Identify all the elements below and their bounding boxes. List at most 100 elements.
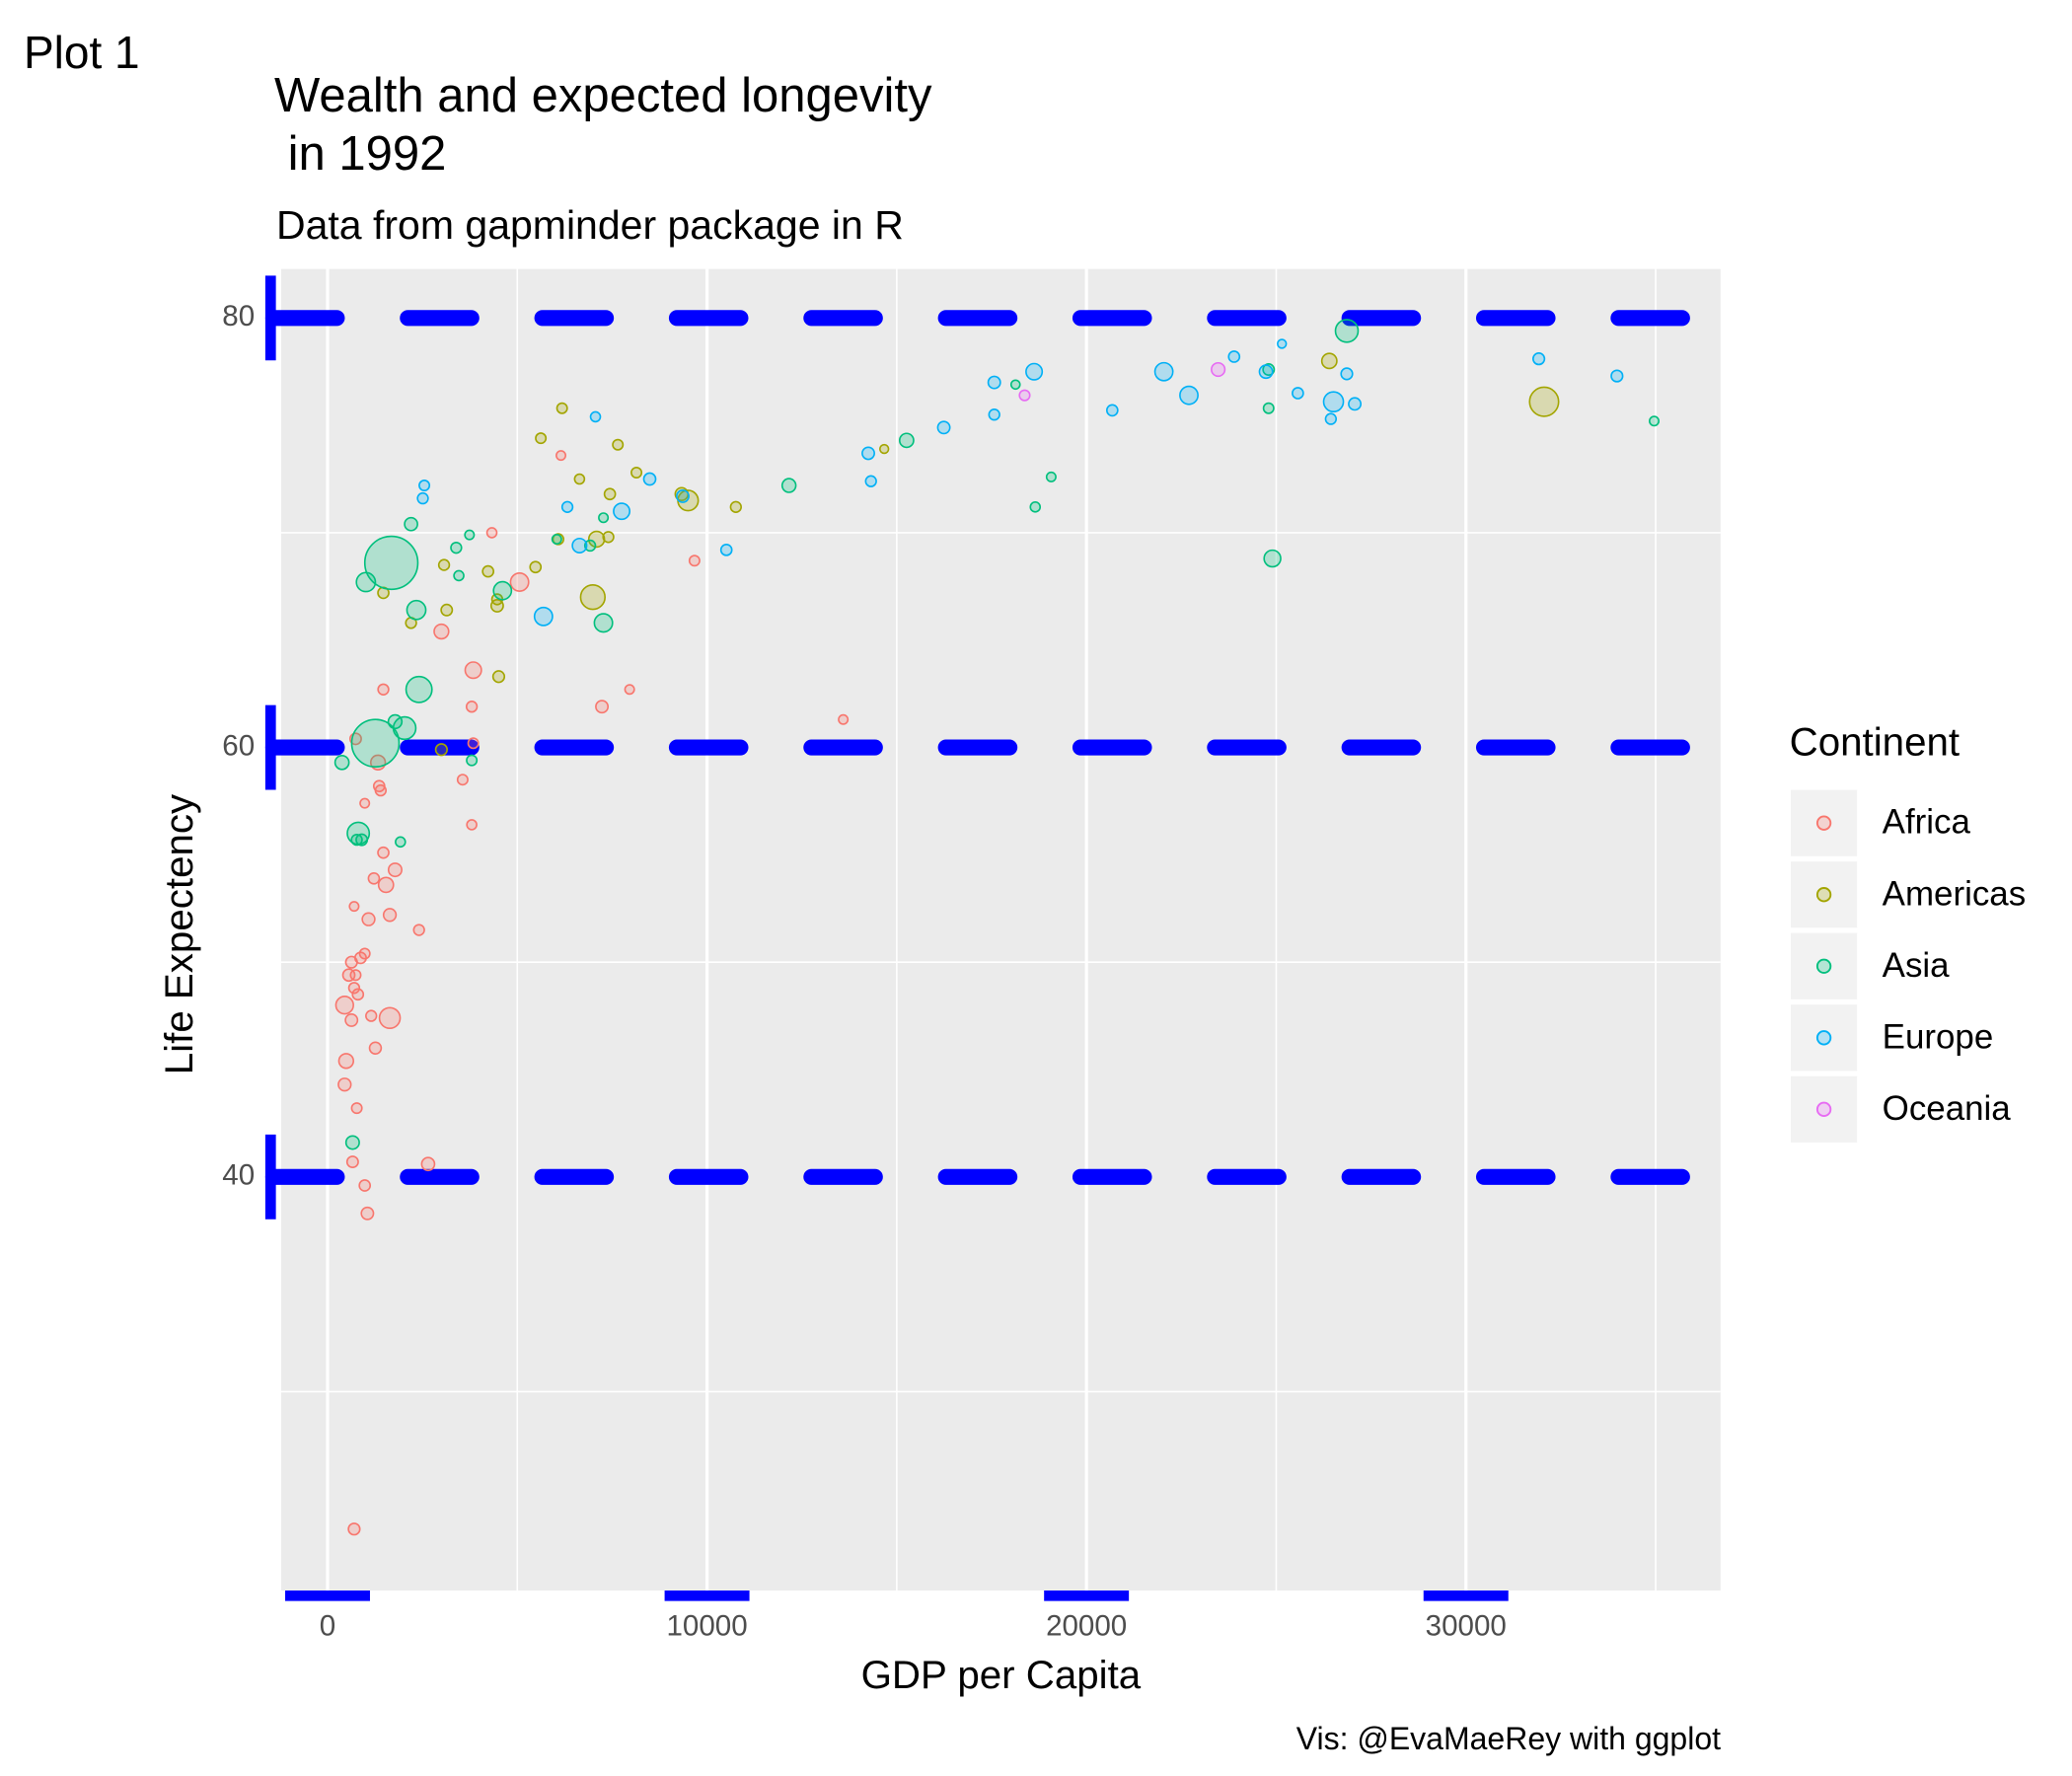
- point: [450, 541, 463, 555]
- point: [341, 968, 356, 983]
- point: [344, 1135, 360, 1150]
- point: [1531, 352, 1546, 366]
- point: [593, 613, 614, 633]
- point: [382, 908, 398, 923]
- point: [1334, 319, 1360, 343]
- legend-symbol: [1815, 958, 1832, 974]
- point: [416, 491, 429, 505]
- point: [624, 684, 635, 696]
- point: [492, 580, 513, 601]
- point: [688, 555, 701, 567]
- point: [420, 1156, 436, 1172]
- point: [642, 472, 657, 486]
- point: [1258, 364, 1274, 380]
- point: [333, 754, 350, 771]
- legend-key: [1791, 789, 1858, 856]
- x-tick-label: 30000: [1426, 1609, 1507, 1642]
- point: [363, 535, 419, 591]
- point: [589, 410, 602, 423]
- point: [437, 558, 451, 571]
- point: [613, 502, 631, 521]
- point: [1262, 402, 1275, 414]
- point: [440, 603, 454, 617]
- chart-subtitle: Data from gapminder package in R: [276, 202, 904, 248]
- y-tick-label: 60: [222, 729, 255, 762]
- legend-key: [1791, 932, 1858, 999]
- point: [358, 947, 371, 960]
- legend-symbol: [1815, 1030, 1832, 1046]
- point: [337, 1053, 355, 1070]
- legend-symbol: [1815, 815, 1832, 831]
- point: [1292, 387, 1304, 400]
- point: [344, 1012, 359, 1027]
- point: [838, 713, 850, 725]
- point: [465, 701, 479, 713]
- point: [367, 871, 381, 885]
- point: [395, 836, 407, 849]
- y-tick-label: 40: [222, 1159, 255, 1192]
- point: [861, 446, 875, 461]
- point: [365, 1009, 378, 1022]
- point: [406, 599, 427, 621]
- point: [1045, 471, 1057, 482]
- point: [719, 544, 733, 556]
- point: [535, 432, 548, 445]
- point: [347, 982, 361, 995]
- point: [1324, 412, 1338, 425]
- point: [355, 571, 377, 593]
- point: [595, 700, 610, 714]
- point: [348, 901, 360, 913]
- point: [630, 466, 643, 479]
- point: [466, 819, 478, 831]
- point: [988, 408, 1000, 421]
- point: [418, 480, 431, 492]
- point: [464, 661, 482, 680]
- point: [412, 924, 425, 936]
- point: [555, 402, 568, 414]
- point: [676, 488, 690, 503]
- point: [587, 530, 606, 549]
- y-axis-title: Life Expectency: [157, 793, 201, 1074]
- point: [1029, 501, 1042, 513]
- legend-label: Asia: [1883, 946, 1950, 985]
- point: [1263, 549, 1282, 568]
- point: [780, 478, 797, 493]
- point: [377, 683, 390, 696]
- legend-label: Africa: [1883, 803, 1971, 842]
- legend-label: Oceania: [1883, 1089, 2012, 1128]
- legend-symbol: [1815, 1101, 1832, 1117]
- point: [467, 737, 480, 750]
- panel-background: [281, 268, 1721, 1591]
- legend-label: Americas: [1883, 874, 2026, 913]
- legend-label: Europe: [1883, 1017, 1994, 1056]
- x-axis-title: GDP per Capita: [861, 1653, 1142, 1697]
- point: [898, 432, 915, 449]
- legend-title: Continent: [1790, 720, 1960, 765]
- x-tick-label: 0: [320, 1609, 335, 1642]
- point: [485, 527, 498, 539]
- point: [345, 1155, 359, 1169]
- y-tick-label: 80: [222, 300, 255, 333]
- points: [333, 319, 1661, 1536]
- point: [368, 1041, 383, 1055]
- x-tick-label: 20000: [1046, 1609, 1127, 1642]
- point: [377, 846, 390, 859]
- point: [453, 569, 465, 582]
- point: [602, 531, 615, 544]
- point: [1610, 369, 1624, 383]
- point: [387, 862, 403, 878]
- point: [1025, 362, 1044, 381]
- point: [1262, 363, 1276, 377]
- point: [387, 713, 404, 730]
- point: [347, 1522, 361, 1536]
- point: [1211, 361, 1226, 378]
- point: [491, 670, 506, 684]
- point: [350, 1102, 363, 1115]
- point: [350, 718, 401, 768]
- point: [481, 564, 495, 578]
- point: [378, 1006, 402, 1030]
- point: [573, 473, 586, 485]
- point: [1648, 415, 1661, 427]
- point: [560, 500, 574, 513]
